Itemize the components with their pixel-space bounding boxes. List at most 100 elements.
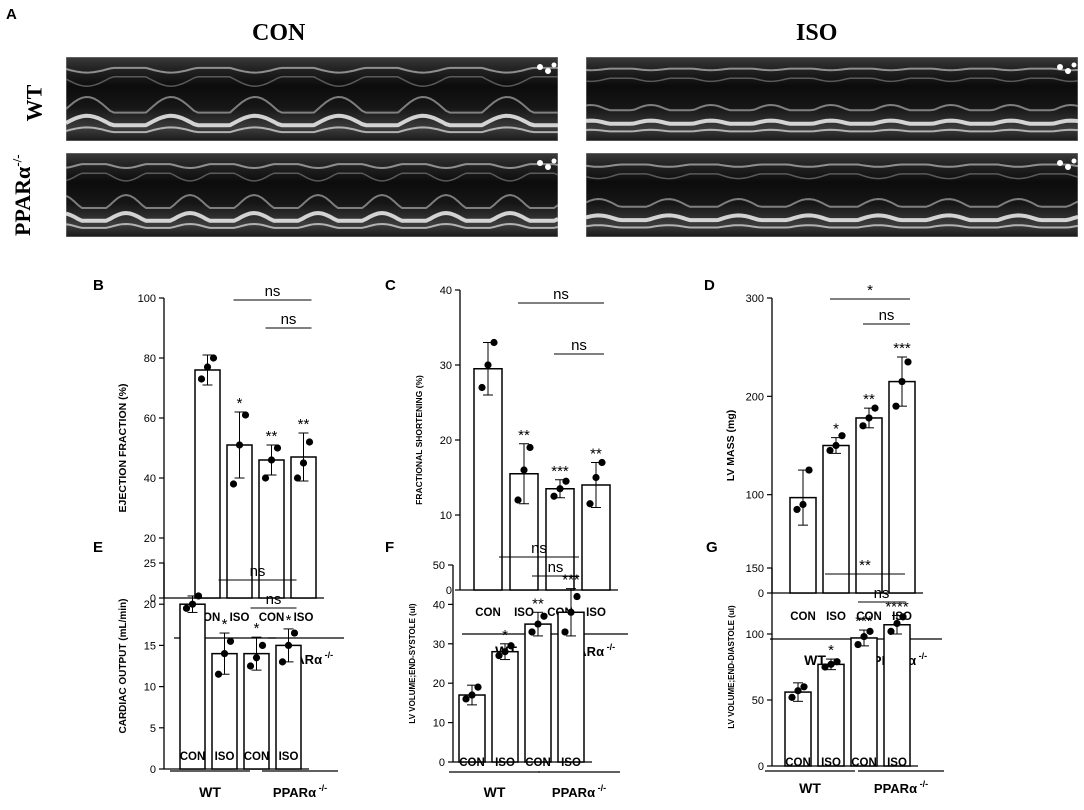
comparison-label: ns [879, 307, 895, 324]
y-tick-label: 40 [144, 473, 156, 485]
bar [179, 603, 206, 770]
data-point [898, 377, 906, 386]
data-point [826, 446, 834, 455]
echo-trace-posterior [586, 213, 1078, 223]
y-tick-label: 50 [433, 560, 445, 572]
echo-trace-posterior [66, 113, 558, 128]
echo-marker-icon [545, 68, 551, 74]
data-point [567, 608, 575, 616]
data-point [805, 466, 813, 474]
data-point [800, 683, 808, 691]
data-point [284, 641, 293, 650]
data-point [893, 619, 901, 628]
y-tick-label: 200 [746, 391, 764, 403]
data-point [220, 650, 229, 658]
echo-trace-upper [66, 66, 558, 74]
significance-label: * [222, 616, 228, 633]
echo-trace-septum [586, 173, 1078, 180]
data-point [209, 354, 218, 362]
echo-marker-icon [1057, 160, 1063, 166]
y-tick-label: 20 [433, 678, 445, 690]
y-tick-label: 20 [144, 533, 156, 545]
data-point [290, 629, 299, 637]
y-axis-title: LV VOLUME;END-SYSTOLE (ul) [408, 603, 417, 723]
data-point [892, 402, 900, 410]
x-tick-label: ISO [586, 607, 606, 619]
echo-column-label-iso: ISO [796, 20, 838, 46]
y-tick-label: 40 [433, 599, 445, 611]
data-point [832, 441, 840, 450]
x-tick-label: CON [790, 611, 816, 623]
x-tick-label: CON [851, 757, 877, 769]
bar [784, 691, 812, 767]
y-axis-title: CARDIAC OUTPUT (mL/min) [118, 599, 129, 734]
comparison-label: ns [266, 591, 282, 608]
significance-label: *** [562, 572, 580, 589]
panel-letter: F [385, 539, 394, 556]
y-tick-label: 300 [746, 293, 764, 305]
echo-image-ko-con [66, 153, 558, 237]
data-point [462, 695, 470, 703]
x-tick-label: CON [475, 607, 501, 619]
echo-marker-icon [1071, 62, 1077, 68]
x-tick-label: ISO [561, 757, 581, 769]
bar [243, 652, 270, 770]
y-tick-label: 40 [440, 285, 452, 297]
y-tick-label: 0 [758, 588, 764, 600]
data-point [182, 604, 191, 612]
data-point [507, 642, 515, 650]
significance-label: ** [590, 446, 602, 463]
bar [888, 380, 916, 594]
data-point [528, 628, 536, 636]
significance-label: *** [551, 463, 569, 480]
y-axis-title: LV VOLUME;END-DIASTOLE (ul) [727, 605, 736, 729]
panel-letter: E [93, 539, 103, 556]
data-point [793, 505, 801, 514]
data-point [794, 687, 802, 695]
data-point [899, 613, 907, 621]
chart-panel-f: F 0 10 20 30 40 50 LV VOLUME;END-SYSTOLE (ul) CO… [385, 539, 620, 800]
bar [557, 611, 585, 763]
echo-trace-epicardium [586, 128, 1078, 133]
data-point [556, 485, 564, 493]
data-point [194, 592, 203, 600]
data-point [495, 652, 503, 660]
comparison-label: ns [571, 337, 587, 354]
y-tick-label: 0 [758, 761, 764, 773]
significance-label: * [502, 627, 508, 644]
x-tick-label: CON [459, 757, 485, 769]
significance-label: * [286, 612, 292, 629]
x-tick-label: ISO [826, 611, 846, 623]
x-tick-label: ISO [887, 757, 907, 769]
echo-image-ko-iso [586, 153, 1078, 237]
data-point [833, 658, 841, 666]
significance-label: * [237, 395, 243, 412]
echo-trace-wall [586, 197, 1078, 208]
data-point [478, 383, 486, 392]
data-point [561, 628, 569, 636]
bar [473, 368, 503, 591]
comparison-label: * [867, 282, 873, 299]
significance-label: ** [298, 416, 310, 433]
echo-trace-epicardium [66, 126, 558, 134]
y-tick-label: 0 [446, 585, 452, 597]
group-label-ppara: PPARα -/- [273, 783, 327, 800]
data-point [252, 654, 261, 662]
bar [850, 637, 878, 767]
panel-letter: G [706, 539, 718, 556]
data-point [586, 500, 594, 508]
x-tick-label: ISO [495, 757, 515, 769]
comparison-label: ns [250, 563, 266, 580]
group-label-wt: WT [484, 784, 506, 800]
panel-letter: B [93, 277, 104, 294]
echo-trace-upper [586, 67, 1078, 72]
data-point [520, 466, 528, 474]
echo-trace-septum [66, 76, 558, 87]
y-tick-label: 0 [150, 764, 156, 776]
data-point [887, 627, 895, 635]
data-point [514, 496, 522, 504]
data-point [573, 592, 581, 601]
echo-trace-upper [66, 163, 558, 170]
